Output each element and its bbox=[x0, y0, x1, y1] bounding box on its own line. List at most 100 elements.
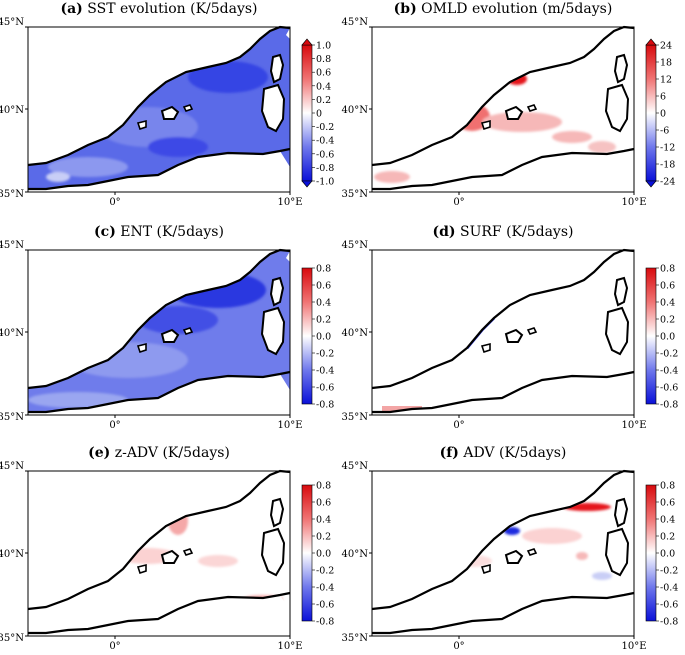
panel-e: (e) z-ADV (K/5days) bbox=[0, 445, 334, 652]
colorbar-tick-label: -0.4 bbox=[316, 136, 334, 147]
colorbar-tick-label: 0 bbox=[316, 109, 322, 120]
y-tick-label: 40°N bbox=[0, 105, 24, 116]
panel-title: (c) ENT (K/5days) bbox=[94, 224, 224, 240]
field bbox=[28, 471, 290, 633]
y-axis: 45°N 40°N 35°N bbox=[0, 17, 28, 200]
x-tick-label: 10°E bbox=[277, 641, 302, 651]
x-tick-label: 0° bbox=[453, 420, 464, 431]
colorbar-tick-label: 0.6 bbox=[660, 498, 675, 509]
map-overlay: 45°N 40°N 35°N 0° 10°E bbox=[342, 17, 647, 208]
colorbar-tick-label: -18 bbox=[660, 160, 675, 171]
colorbar-tick-label: 0.6 bbox=[316, 498, 331, 509]
colorbar: 0.8 0.6 0.4 0.2 0.0 -0.2 -0.4 -0.6 -0.8 bbox=[301, 264, 334, 411]
colorbar: 0.8 0.6 0.4 0.2 0.0 -0.2 -0.4 -0.6 -0.8 bbox=[301, 481, 334, 628]
y-tick-label: 35°N bbox=[342, 633, 369, 644]
colorbar-extend-min bbox=[645, 180, 657, 188]
mallorca-outline bbox=[160, 328, 180, 343]
colorbar-tick-label: -6 bbox=[660, 126, 669, 137]
colorbar-tick-label: -0.2 bbox=[660, 349, 678, 360]
field-fill bbox=[372, 471, 634, 633]
colorbar-tick-label: -0.6 bbox=[316, 383, 334, 394]
field bbox=[372, 27, 634, 189]
ibiza-outline bbox=[136, 563, 147, 575]
y-tick-label: 40°N bbox=[342, 549, 369, 560]
menorca-outline bbox=[182, 327, 194, 335]
colorbar-tick-label: -0.4 bbox=[316, 366, 334, 377]
colorbar-tick-label: 0.8 bbox=[660, 264, 675, 275]
panel-c: (c) ENT (K/5days) 45° bbox=[0, 224, 334, 431]
map-overlay: 45°N 40°N 35°N 0° 10°E bbox=[342, 240, 647, 431]
x-tick-label: 0° bbox=[453, 197, 464, 208]
field-fill bbox=[372, 250, 634, 412]
panel-title: (e) z-ADV (K/5days) bbox=[88, 445, 230, 461]
sardinia-outline bbox=[260, 83, 286, 133]
y-tick-label: 35°N bbox=[0, 633, 24, 644]
colorbar-tick-label: -0.8 bbox=[316, 400, 334, 411]
colorbar-tick-label: 0.4 bbox=[660, 515, 675, 526]
colorbar-tick-label: -0.8 bbox=[660, 617, 678, 628]
field-fill bbox=[372, 27, 634, 189]
colorbar-ticks: 0.8 0.6 0.4 0.2 0.0 -0.2 -0.4 -0.6 -0.8 bbox=[312, 264, 334, 411]
colorbar-bar bbox=[301, 484, 313, 622]
colorbar-ticks: 24 18 12 6 0 -6 -12 -18 -24 bbox=[656, 41, 675, 188]
colorbar-tick-label: 0.0 bbox=[660, 332, 675, 343]
colorbar-tick-label: 12 bbox=[660, 75, 672, 86]
colorbar-tick-label: 0.2 bbox=[316, 95, 331, 106]
map-overlay: 45°N 40°N 35°N 0° 10°E bbox=[0, 17, 303, 208]
y-tick-label: 35°N bbox=[0, 412, 24, 423]
y-tick-label: 40°N bbox=[342, 105, 369, 116]
ibiza-outline bbox=[480, 342, 491, 354]
colorbar-tick-label: 0.4 bbox=[660, 298, 675, 309]
y-tick-label: 45°N bbox=[0, 461, 24, 472]
sardinia-outline bbox=[260, 527, 286, 577]
y-tick-label: 45°N bbox=[0, 17, 24, 28]
ibiza-outline bbox=[136, 342, 147, 354]
y-axis: 45°N 40°N 35°N bbox=[342, 461, 372, 644]
colorbar-tick-label: -0.2 bbox=[316, 349, 334, 360]
y-axis: 45°N 40°N 35°N bbox=[342, 240, 372, 423]
colorbar: 24 18 12 6 0 -6 -12 -18 -24 bbox=[645, 38, 675, 188]
colorbar: 0.8 0.6 0.4 0.2 0.0 -0.2 -0.4 -0.6 -0.8 bbox=[645, 264, 678, 411]
y-tick-label: 45°N bbox=[342, 461, 369, 472]
north-coastline bbox=[27, 25, 291, 167]
colorbar-extend-min bbox=[301, 180, 313, 188]
colorbar-bar bbox=[645, 484, 657, 622]
corsica-outline bbox=[613, 497, 629, 528]
colorbar-tick-label: 24 bbox=[660, 41, 672, 52]
colorbar-bar bbox=[301, 44, 313, 182]
mallorca-outline bbox=[160, 549, 180, 564]
colorbar-tick-label: -0.2 bbox=[316, 566, 334, 577]
colorbar-tick-label: 18 bbox=[660, 58, 672, 69]
x-tick-label: 0° bbox=[109, 420, 120, 431]
y-tick-label: 35°N bbox=[342, 189, 369, 200]
field bbox=[372, 471, 634, 633]
ibiza-outline bbox=[480, 119, 491, 131]
map-overlay: 45°N 40°N 35°N 0° 10°E bbox=[0, 240, 303, 431]
colorbar-tick-label: 0.2 bbox=[316, 532, 331, 543]
colorbar-extend-max bbox=[645, 38, 657, 46]
colorbar-tick-label: -0.4 bbox=[316, 583, 334, 594]
colorbar-tick-label: 0.6 bbox=[660, 281, 675, 292]
y-tick-label: 35°N bbox=[342, 412, 369, 423]
colorbar-tick-label: 0.8 bbox=[316, 54, 331, 65]
y-tick-label: 40°N bbox=[0, 328, 24, 339]
map-overlay: 45°N 40°N 35°N 0° 10°E bbox=[342, 461, 647, 652]
colorbar-tick-label: -0.8 bbox=[316, 163, 334, 174]
y-axis: 45°N 40°N 35°N bbox=[0, 240, 28, 423]
north-coastline bbox=[371, 248, 635, 390]
colorbar-tick-label: -0.4 bbox=[660, 583, 678, 594]
x-tick-label: 0° bbox=[109, 641, 120, 651]
corsica-outline bbox=[613, 53, 629, 84]
panel-title: (d) SURF (K/5days) bbox=[432, 224, 573, 240]
colorbar-tick-label: -0.6 bbox=[316, 149, 334, 160]
x-tick-label: 10°E bbox=[277, 420, 302, 431]
map-overlay: 45°N 40°N 35°N 0° 10°E bbox=[0, 461, 303, 652]
colorbar-tick-label: -0.6 bbox=[660, 600, 678, 611]
colorbar-tick-label: 6 bbox=[660, 92, 666, 103]
colorbar-ticks: 1.0 0.8 0.6 0.4 0.2 0 -0.2 -0.4 -0.6 -0.8 -1.0 bbox=[312, 41, 334, 188]
x-tick-label: 0° bbox=[453, 641, 464, 651]
colorbar-bar bbox=[645, 267, 657, 405]
north-coastline bbox=[371, 469, 635, 611]
x-tick-label: 10°E bbox=[277, 197, 302, 208]
